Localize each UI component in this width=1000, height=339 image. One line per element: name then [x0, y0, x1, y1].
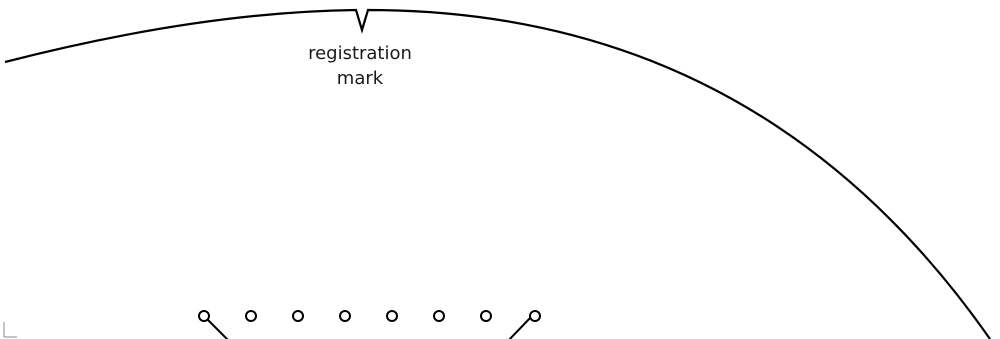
outline-curve — [4, 8, 991, 339]
hole-row — [198, 310, 541, 339]
registration-mark-label: registration — [308, 43, 412, 64]
hole-5 — [386, 310, 398, 322]
crop-mark — [3, 322, 17, 338]
hole-4 — [339, 310, 351, 322]
registration-mark-label-line2: mark — [337, 68, 384, 89]
hole-7 — [480, 310, 492, 322]
right-connector-line — [508, 315, 533, 339]
hole-1 — [198, 310, 210, 322]
left-connector-line — [203, 315, 229, 339]
hole-3 — [292, 310, 304, 322]
hole-2 — [245, 310, 257, 322]
hole-8 — [529, 310, 541, 322]
hole-6 — [433, 310, 445, 322]
